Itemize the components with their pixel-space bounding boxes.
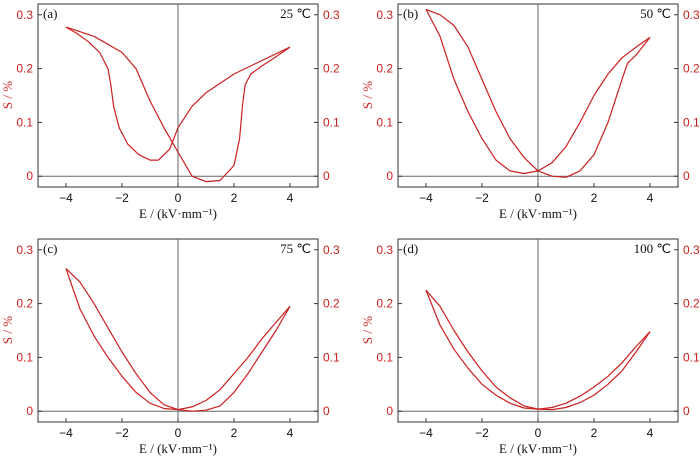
y-tick-label-right: 0.3: [683, 243, 700, 257]
x-axis-label: E / (kV·mm⁻¹): [499, 206, 577, 221]
panel-b: (b) 50 ℃ E / (kV·mm⁻¹) S / % −4 −2 0 2 4 0 0 0.…: [360, 3, 700, 221]
y-tick-label-right: 0.1: [323, 350, 340, 364]
x-tick-label: 4: [647, 426, 654, 440]
y-tick-label-right: 0.3: [683, 8, 700, 22]
x-tick-label: −4: [59, 191, 73, 205]
y-tick-label-left: 0: [26, 404, 33, 418]
y-tick-label-right: 0: [323, 404, 330, 418]
y-tick-label-right: 0.1: [683, 115, 700, 129]
strain-curve-branch-1: [65, 26, 291, 161]
x-tick-label: −4: [59, 426, 73, 440]
y-tick-label-left: 0.1: [16, 350, 33, 364]
y-tick-label-left: 0.1: [376, 115, 393, 129]
x-tick-label: −4: [419, 191, 433, 205]
y-tick-label-right: 0: [323, 169, 330, 183]
y-tick-label-right: 0: [683, 169, 690, 183]
y-axis-label: S / %: [360, 81, 375, 109]
x-tick-label: 2: [591, 191, 598, 205]
y-tick-label-right: 0.1: [683, 350, 700, 364]
y-tick-label-left: 0.3: [376, 243, 393, 257]
x-axis-label: E / (kV·mm⁻¹): [499, 441, 577, 456]
x-tick-label: 2: [231, 191, 238, 205]
y-tick-label-left: 0.2: [376, 297, 393, 311]
x-tick-label: 4: [287, 191, 294, 205]
temperature-label: 75 ℃: [280, 241, 311, 256]
y-tick-label-left: 0.3: [16, 8, 33, 22]
y-tick-label-left: 0.1: [16, 115, 33, 129]
y-tick-label-right: 0.3: [323, 243, 340, 257]
x-tick-label: 4: [647, 191, 654, 205]
x-tick-label: −4: [419, 426, 433, 440]
y-tick-label-right: 0.2: [323, 297, 340, 311]
y-tick-label-left: 0.3: [376, 8, 393, 22]
panel-c: (c) 75 ℃ E / (kV·mm⁻¹) S / % −4 −2 0 2 4 0 0 0.…: [0, 238, 340, 456]
y-tick-label-left: 0.2: [16, 62, 33, 76]
x-tick-label: 0: [535, 191, 542, 205]
temperature-label: 25 ℃: [280, 6, 311, 21]
panel-label: (c): [43, 241, 57, 256]
y-tick-label-left: 0: [386, 169, 393, 183]
x-tick-label: 4: [287, 426, 294, 440]
x-tick-label: 0: [175, 426, 182, 440]
y-tick-label-left: 0: [26, 169, 33, 183]
y-axis-label: S / %: [0, 81, 15, 109]
strain-curve-branch-2: [425, 8, 651, 178]
x-tick-label: −2: [115, 426, 129, 440]
temperature-label: 100 ℃: [634, 241, 671, 256]
panel-label: (a): [43, 6, 57, 21]
panel-a: (a) 25 ℃ E / (kV·mm⁻¹) S / % −4 −2 0 2 4 0 0 0.…: [0, 3, 340, 221]
strain-curve-branch-2: [65, 26, 291, 183]
panel-label: (d): [403, 241, 418, 256]
y-tick-label-left: 0.3: [16, 243, 33, 257]
y-axis-label: S / %: [0, 316, 15, 344]
x-tick-label: 2: [591, 426, 598, 440]
y-tick-label-left: 0.2: [376, 62, 393, 76]
y-axis-label: S / %: [360, 316, 375, 344]
y-tick-label-right: 0.2: [323, 62, 340, 76]
y-tick-label-right: 0.3: [323, 8, 340, 22]
y-tick-label-left: 0: [386, 404, 393, 418]
y-tick-label-left: 0.2: [16, 297, 33, 311]
y-tick-label-right: 0.2: [683, 297, 700, 311]
x-tick-label: 2: [231, 426, 238, 440]
x-axis-label: E / (kV·mm⁻¹): [139, 206, 217, 221]
y-tick-label-left: 0.1: [376, 350, 393, 364]
x-tick-label: 0: [175, 191, 182, 205]
y-tick-label-right: 0: [683, 404, 690, 418]
panel-label: (b): [403, 6, 418, 21]
x-tick-label: 0: [535, 426, 542, 440]
strain-curve-branch-2: [425, 289, 651, 411]
x-tick-label: −2: [115, 191, 129, 205]
x-tick-label: −2: [475, 191, 489, 205]
y-tick-label-right: 0.2: [683, 62, 700, 76]
strain-curve-branch-2: [65, 268, 291, 412]
x-axis-label: E / (kV·mm⁻¹): [139, 441, 217, 456]
y-tick-label-right: 0.1: [323, 115, 340, 129]
x-tick-label: −2: [475, 426, 489, 440]
temperature-label: 50 ℃: [640, 6, 671, 21]
panel-d: (d) 100 ℃ E / (kV·mm⁻¹) S / % −4 −2 0 2 4 0 0 0…: [360, 238, 700, 456]
